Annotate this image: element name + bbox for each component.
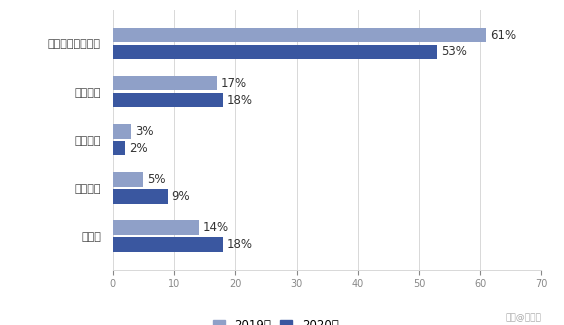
Bar bbox=[113, 45, 437, 59]
Legend: 2019年, 2020年: 2019年, 2020年 bbox=[208, 314, 343, 325]
Text: 头条@优志愿: 头条@优志愿 bbox=[505, 313, 541, 322]
Bar bbox=[113, 189, 168, 203]
Text: 5%: 5% bbox=[147, 173, 166, 186]
Text: 18%: 18% bbox=[227, 238, 253, 251]
Bar bbox=[113, 237, 223, 252]
Text: 2%: 2% bbox=[129, 142, 147, 155]
Bar bbox=[113, 28, 486, 42]
Text: 14%: 14% bbox=[202, 221, 228, 234]
Bar bbox=[113, 76, 217, 90]
Text: 9%: 9% bbox=[171, 190, 190, 203]
Text: 3%: 3% bbox=[135, 125, 153, 138]
Bar bbox=[113, 124, 131, 138]
Text: 18%: 18% bbox=[227, 94, 253, 107]
Bar bbox=[113, 93, 223, 107]
Bar bbox=[113, 220, 199, 235]
Bar bbox=[113, 172, 143, 187]
Text: 53%: 53% bbox=[441, 46, 467, 58]
Bar bbox=[113, 141, 125, 155]
Text: 61%: 61% bbox=[490, 29, 516, 42]
Text: 17%: 17% bbox=[221, 77, 246, 90]
